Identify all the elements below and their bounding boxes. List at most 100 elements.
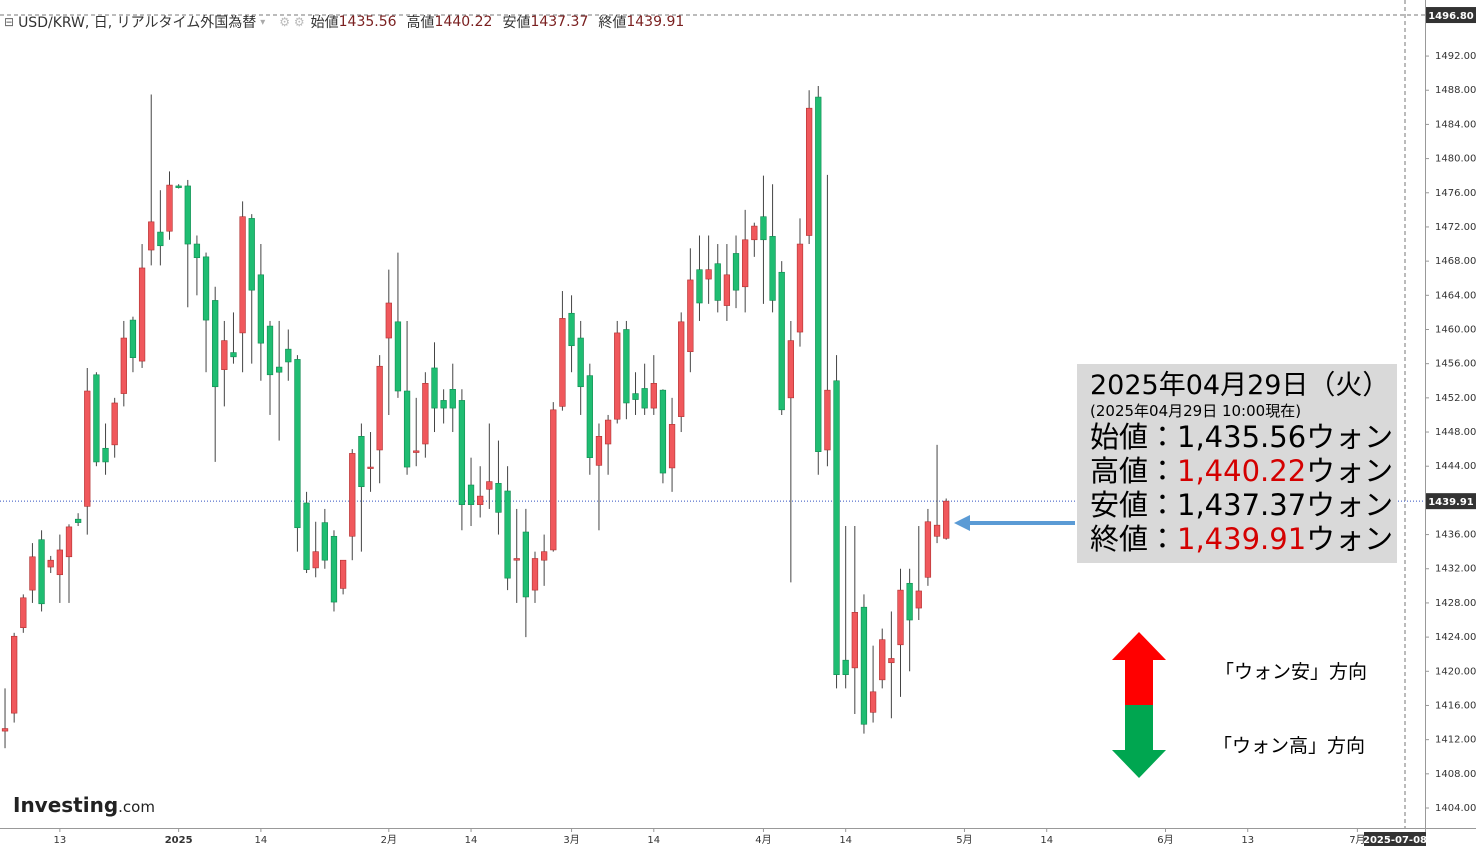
candle-body — [166, 184, 173, 232]
candle-body — [120, 337, 127, 394]
candle-body — [221, 340, 228, 370]
candle-body — [495, 482, 502, 513]
candle — [248, 214, 255, 364]
candle — [394, 252, 402, 398]
x-tick-label: 14 — [255, 835, 268, 846]
candle-body — [888, 658, 895, 664]
candle — [860, 594, 868, 734]
candle-body — [531, 558, 539, 591]
candle-body — [577, 337, 584, 388]
candle — [522, 508, 529, 638]
candle-body — [385, 302, 392, 339]
y-tick-label: 1424.00 — [1435, 632, 1476, 643]
candle-body — [230, 352, 237, 358]
candle — [778, 261, 785, 415]
candle-body — [541, 551, 548, 561]
crosshair-x-label: 2025-07-08 — [1363, 835, 1427, 846]
candle — [321, 508, 328, 569]
candle — [212, 286, 219, 462]
low-value: 1437.37 — [530, 14, 589, 30]
high-value: 1440.22 — [434, 14, 493, 30]
watermark-suffix: .com — [118, 798, 155, 816]
candle-body — [367, 466, 374, 469]
candle — [787, 320, 794, 583]
candle — [760, 175, 767, 304]
candle-body — [294, 359, 301, 529]
settings-icons[interactable]: ⚙ ⚙ — [279, 15, 305, 29]
candle — [623, 320, 630, 420]
pointer-arrow-head — [954, 515, 970, 531]
candle-body — [696, 269, 703, 304]
candle — [531, 551, 539, 603]
candle — [157, 190, 164, 266]
candle-body — [321, 522, 328, 561]
candle-body — [394, 321, 402, 392]
candle-body — [751, 225, 758, 241]
low-label: 安値 — [502, 15, 531, 31]
candle — [586, 363, 593, 475]
info-value: 1,439.91 — [1177, 522, 1307, 556]
watermark: Investing.com — [13, 793, 155, 817]
candle — [38, 530, 45, 612]
dropdown-icon[interactable]: ▾ — [260, 16, 266, 28]
candle — [650, 355, 657, 415]
candle — [577, 320, 584, 415]
collapse-icon[interactable]: ⊟ — [4, 15, 15, 29]
candle — [559, 291, 566, 411]
x-tick-label: 13 — [1241, 835, 1254, 846]
info-unit: ウォン — [1306, 454, 1394, 488]
candle — [732, 235, 740, 309]
candle-body — [29, 556, 36, 591]
candle-body — [513, 558, 520, 561]
candle — [148, 94, 155, 266]
candle-body — [349, 453, 356, 537]
candle — [696, 235, 703, 321]
candle — [65, 524, 73, 603]
candle-body — [11, 635, 18, 714]
candle-body — [129, 319, 137, 358]
candle-body — [815, 96, 822, 452]
legend-up: 「ウォン安」方向 — [1215, 661, 1368, 683]
candle-body — [20, 597, 27, 629]
candle-body — [723, 274, 731, 306]
candle-body — [851, 612, 858, 669]
candle — [221, 320, 228, 407]
candle-body — [440, 400, 447, 409]
candle — [541, 534, 548, 586]
candle-body — [796, 243, 804, 333]
candle — [11, 632, 18, 723]
candle-body — [504, 490, 511, 579]
candle — [367, 432, 374, 492]
candle — [678, 312, 685, 433]
candle-body — [787, 340, 794, 399]
candle — [943, 498, 950, 540]
candle — [230, 312, 237, 364]
info-label: 終値： — [1090, 522, 1178, 556]
candle — [751, 222, 758, 257]
candle-body — [422, 383, 429, 445]
candle-body — [742, 239, 749, 288]
candle — [769, 184, 776, 313]
candle-body — [339, 559, 347, 589]
candle — [349, 449, 356, 561]
last-price-label: 1439.91 — [1428, 497, 1474, 508]
candle — [595, 423, 603, 531]
candle-body — [824, 389, 831, 451]
candle-body — [860, 606, 868, 725]
candle — [276, 320, 283, 441]
x-tick-label: 2月 — [381, 834, 397, 846]
candle — [257, 244, 265, 381]
candle-body — [47, 559, 54, 568]
candle — [84, 367, 91, 535]
y-tick-label: 1436.00 — [1435, 530, 1476, 541]
candle — [550, 402, 557, 552]
candle — [659, 389, 667, 484]
candle-body — [312, 551, 319, 569]
candle — [495, 440, 502, 535]
candle — [467, 457, 475, 527]
info-row: 終値：1,439.91ウォン — [1090, 522, 1397, 556]
candle-body — [239, 216, 246, 334]
symbol: USD/KRW, 日, リアルタイム外国為替 — [18, 15, 257, 31]
candle-body — [522, 531, 529, 598]
y-tick-label: 1480.00 — [1435, 154, 1476, 165]
